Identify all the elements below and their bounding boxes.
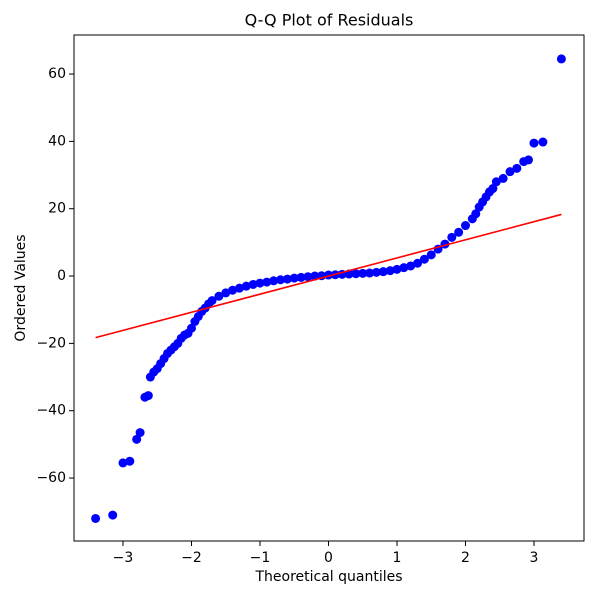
x-tick-label: −1 [250, 550, 271, 566]
data-point [262, 277, 272, 287]
data-point [296, 272, 306, 282]
data-point [538, 137, 548, 147]
data-point [234, 283, 244, 293]
data-point [143, 391, 153, 401]
data-point [118, 458, 128, 468]
data-point [426, 250, 436, 260]
data-point [255, 278, 265, 288]
y-tick-label: 40 [48, 133, 66, 149]
data-point [186, 323, 196, 333]
x-tick-label: −2 [181, 550, 202, 566]
x-tick-label: 0 [324, 550, 333, 566]
data-point [303, 272, 313, 282]
data-point [505, 167, 515, 177]
data-point [91, 513, 101, 523]
data-point [214, 291, 224, 301]
data-point [358, 268, 368, 278]
data-point [248, 279, 258, 289]
x-tick-label: 1 [393, 550, 402, 566]
data-point [512, 163, 522, 173]
data-point [556, 54, 566, 64]
data-point [221, 288, 231, 298]
data-point [488, 184, 498, 194]
data-point [269, 276, 279, 286]
data-point [491, 177, 501, 187]
data-point [413, 258, 423, 268]
data-point [419, 254, 429, 264]
data-point [135, 428, 145, 438]
data-point [241, 281, 251, 291]
data-point [406, 261, 416, 271]
data-point [498, 173, 508, 183]
y-tick-label: −20 [36, 335, 66, 351]
data-point [351, 269, 361, 279]
plot-frame [73, 34, 585, 542]
y-tick-label: 20 [48, 201, 66, 217]
data-point [385, 266, 395, 276]
data-point [371, 267, 381, 277]
data-point [460, 221, 470, 231]
data-point [282, 274, 292, 284]
data-point [454, 227, 464, 237]
data-point [207, 296, 217, 306]
data-point [524, 155, 534, 165]
data-point [471, 209, 481, 219]
data-point [399, 263, 409, 273]
x-axis-label: Theoretical quantiles [254, 569, 402, 585]
data-point [132, 434, 142, 444]
data-point [392, 264, 402, 274]
data-point [108, 510, 118, 520]
y-tick-label: 0 [57, 268, 66, 284]
y-tick-label: −60 [36, 470, 66, 486]
data-point [276, 275, 286, 285]
y-tick-label: 60 [48, 66, 66, 82]
y-tick-label: −40 [36, 403, 66, 419]
x-tick-label: −3 [113, 550, 134, 566]
y-axis-label: Ordered Values [13, 234, 29, 341]
x-tick-label: 3 [530, 550, 539, 566]
data-point [447, 232, 457, 242]
data-point [378, 267, 388, 277]
chart-title: Q-Q Plot of Residuals [245, 11, 414, 30]
data-point [289, 273, 299, 283]
x-tick-label: 2 [461, 550, 470, 566]
data-point [529, 138, 539, 148]
data-point [125, 456, 135, 466]
data-point [228, 285, 238, 295]
fit-line [95, 213, 562, 339]
data-point [365, 268, 375, 278]
